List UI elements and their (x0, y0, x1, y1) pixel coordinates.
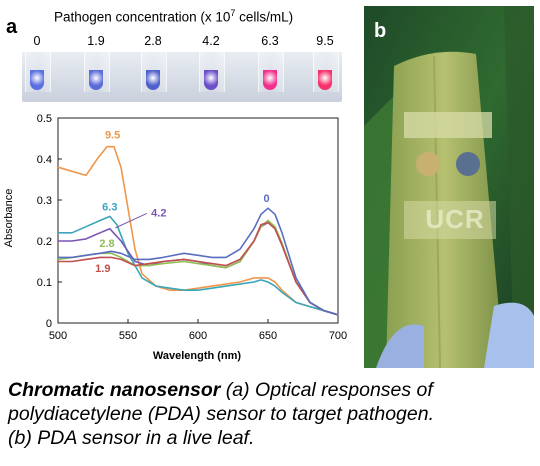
sample-tube (254, 52, 286, 102)
y-axis-label: Absorbance (3, 189, 15, 248)
concentration-unit: cells/mL) (235, 9, 294, 25)
y-tick-label: 0.3 (37, 195, 52, 207)
caption-line-3: (b) PDA sensor in a live leaf. (8, 427, 255, 449)
series-label: 6.3 (102, 201, 117, 213)
series-label: 4.2 (151, 207, 166, 219)
caption-line-2: polydiacetylene (PDA) sensor to target p… (8, 403, 435, 425)
series-line-0 (58, 207, 339, 316)
leaf-photo (364, 6, 534, 368)
concentration-title: Pathogen concentration (x 107 cells/mL) (54, 8, 293, 25)
sample-tube (309, 52, 341, 102)
x-tick-label: 650 (259, 330, 277, 342)
figure-caption: Chromatic nanosensor (a) Optical respons… (8, 378, 538, 450)
concentration-label: 1.9 (87, 34, 105, 48)
x-tick-label: 550 (119, 330, 137, 342)
series-label: 9.5 (105, 130, 120, 142)
x-tick-label: 700 (329, 330, 347, 342)
tube-liquid (30, 70, 44, 90)
caption-line-1: Chromatic nanosensor (a) Optical respons… (8, 378, 538, 402)
concentration-exponent: 7 (230, 8, 236, 18)
series-label: 1.9 (95, 263, 110, 275)
chart-series (57, 145, 339, 316)
sample-tube (22, 52, 53, 102)
chart-axes: 500 550 600 650 700 0 0.1 0.2 0.3 0.4 0.5 (37, 113, 347, 342)
y-tick-label: 0 (46, 318, 52, 330)
chart-annotations: 9.5 6.3 4.2 2.8 1.9 0 (95, 130, 270, 275)
tube-liquid (318, 70, 332, 90)
sample-tube (195, 52, 227, 102)
leaf-ucr-pattern: UCR (425, 204, 485, 234)
series-line-9-5 (57, 145, 339, 316)
tube-liquid (89, 70, 103, 90)
y-tick-label: 0.4 (37, 154, 52, 166)
series-label: 2.8 (99, 238, 114, 250)
concentration-title-text: Pathogen concentration (x 10 (54, 9, 231, 25)
caption-title: Chromatic nanosensor (8, 379, 221, 401)
x-tick-label: 600 (189, 330, 207, 342)
series-label: 0 (264, 193, 270, 205)
concentration-label: 9.5 (316, 34, 334, 48)
y-tick-label: 0.5 (37, 113, 52, 125)
concentration-label: 4.2 (202, 34, 220, 48)
tube-liquid (146, 70, 160, 90)
y-tick-label: 0.2 (37, 236, 52, 248)
concentration-label: 6.3 (261, 34, 279, 48)
x-axis-label: Wavelength (nm) (153, 350, 242, 362)
x-tick-label: 500 (49, 330, 67, 342)
tube-liquid (263, 70, 277, 90)
tube-liquid (204, 70, 218, 90)
concentration-label: 0 (33, 34, 41, 48)
panel-b-letter: b (374, 20, 387, 42)
absorbance-chart: 500 550 600 650 700 0 0.1 0.2 0.3 0.4 0.5 9.5 6.3 4.… (3, 113, 347, 362)
sample-tube (137, 52, 169, 102)
tube-strip-photo (22, 52, 342, 102)
annotation-pointer (115, 212, 148, 229)
series-line-6-3 (58, 215, 339, 316)
panel-a-letter: a (6, 16, 18, 38)
series-line-1-9 (58, 221, 339, 316)
y-tick-label: 0.1 (37, 277, 52, 289)
caption-line-1-text: (a) Optical responses of (220, 379, 433, 401)
sample-tube (80, 52, 112, 102)
concentration-label: 2.8 (144, 34, 162, 48)
